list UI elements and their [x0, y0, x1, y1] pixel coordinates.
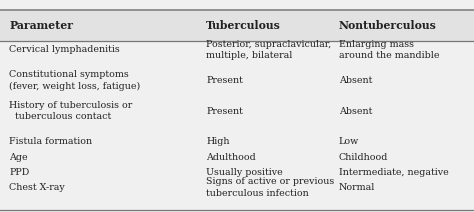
Text: History of tuberculosis or
  tuberculous contact: History of tuberculosis or tuberculous c…	[9, 101, 133, 121]
Text: Parameter: Parameter	[9, 20, 73, 31]
Text: Intermediate, negative: Intermediate, negative	[339, 168, 449, 177]
Text: Constitutional symptoms
(fever, weight loss, fatigue): Constitutional symptoms (fever, weight l…	[9, 70, 141, 91]
Text: Absent: Absent	[339, 107, 372, 116]
Text: Present: Present	[206, 107, 243, 116]
Text: Absent: Absent	[339, 76, 372, 85]
Text: Posterior, supraclavicular,
multiple, bilateral: Posterior, supraclavicular, multiple, bi…	[206, 40, 331, 60]
FancyBboxPatch shape	[0, 10, 474, 41]
Text: Signs of active or previous
tuberculous infection: Signs of active or previous tuberculous …	[206, 177, 335, 198]
Text: Childhood: Childhood	[339, 152, 388, 162]
Text: Low: Low	[339, 137, 359, 146]
Text: Normal: Normal	[339, 183, 375, 192]
Text: Age: Age	[9, 152, 28, 162]
Text: PPD: PPD	[9, 168, 30, 177]
Text: Fistula formation: Fistula formation	[9, 137, 92, 146]
Text: Chest X-ray: Chest X-ray	[9, 183, 65, 192]
Text: Usually positive: Usually positive	[206, 168, 283, 177]
Text: Tuberculous: Tuberculous	[206, 20, 281, 31]
Text: Adulthood: Adulthood	[206, 152, 256, 162]
Text: Cervical lymphadenitis: Cervical lymphadenitis	[9, 45, 120, 54]
Text: Nontuberculous: Nontuberculous	[339, 20, 437, 31]
Text: High: High	[206, 137, 230, 146]
Text: Present: Present	[206, 76, 243, 85]
Text: Enlarging mass
around the mandible: Enlarging mass around the mandible	[339, 40, 439, 60]
